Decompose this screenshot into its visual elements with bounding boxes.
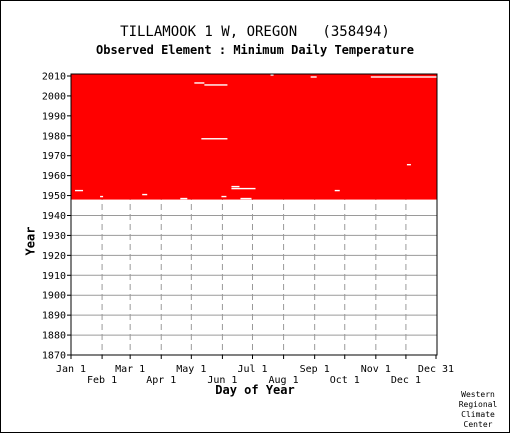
missing-data-segment (231, 185, 240, 188)
missing-data-segment (194, 82, 205, 84)
x-tick-label: Apr 1 (146, 375, 176, 386)
missing-data-segment (221, 195, 227, 198)
x-tick-label: Feb 1 (87, 375, 117, 386)
x-tick-label: Jun 1 (207, 375, 237, 386)
x-tick-label: Jul 1 (237, 364, 267, 375)
credit-line: Regional (458, 400, 498, 409)
y-tick-label: 1970 (42, 151, 66, 162)
missing-data-layer (75, 74, 437, 200)
observed-data-block (71, 74, 437, 200)
missing-data-segment (310, 76, 317, 78)
missing-data-segment (334, 189, 340, 192)
x-tick-label: Dec 1 (391, 375, 421, 386)
credit-text: Western Regional Climate Center (452, 390, 504, 430)
x-tick-label: Jan 1 (56, 364, 86, 375)
missing-data-segment (231, 187, 256, 190)
data-layer (71, 74, 437, 200)
y-tick-label: 1890 (42, 311, 66, 322)
y-tick-label: 1980 (42, 131, 66, 142)
y-tick-label: 1870 (42, 351, 66, 362)
y-tick-label: 1990 (42, 111, 66, 122)
x-tick-label: Sep 1 (300, 364, 330, 375)
y-tick-label: 1880 (42, 331, 66, 342)
x-tick-label: Nov 1 (361, 364, 391, 375)
x-tick-label: Mar 1 (115, 364, 145, 375)
plot-border (70, 73, 438, 356)
chart-title: TILLAMOOK 1 W, OREGON (358494) (120, 24, 390, 40)
y-tick-label: 2010 (42, 71, 66, 82)
missing-data-segment (370, 76, 437, 78)
credit-line: Western (461, 390, 495, 399)
missing-data-segment (270, 74, 274, 76)
y-tick-label: 1950 (42, 191, 66, 202)
credit-line: Center (463, 420, 493, 429)
y-tick-label: 1960 (42, 171, 66, 182)
x-tick-label: May 1 (176, 364, 206, 375)
y-tick-label: 2000 (42, 91, 66, 102)
y-tick-label: 1940 (42, 211, 66, 222)
x-tick-label: Aug 1 (269, 375, 299, 386)
y-tick-label: 1930 (42, 231, 66, 242)
missing-data-segment (100, 195, 104, 198)
missing-data-segment (406, 163, 411, 166)
credit-line: Climate (461, 410, 495, 419)
y-tick-label: 1900 (42, 291, 66, 302)
chart-subtitle: Observed Element : Minimum Daily Tempera… (96, 43, 414, 57)
missing-data-segment (240, 197, 252, 200)
missing-data-segment (75, 189, 84, 192)
missing-data-segment (142, 193, 148, 196)
y-tick-label: 1920 (42, 251, 66, 262)
missing-data-segment (180, 197, 188, 200)
y-tick-label: 1910 (42, 271, 66, 282)
x-tick-label: Dec 31 (418, 364, 454, 375)
x-axis-label: Day of Year (215, 383, 295, 397)
x-tick-label: Oct 1 (330, 375, 360, 386)
missing-data-segment (201, 138, 228, 140)
y-axis-label-wrap: Year (20, 226, 38, 266)
missing-data-segment (204, 84, 228, 86)
y-axis-label: Year (23, 226, 38, 256)
axes: 2010 2000 1990 1980 1970 1960 1950 1940 1930 1920… (42, 71, 454, 386)
